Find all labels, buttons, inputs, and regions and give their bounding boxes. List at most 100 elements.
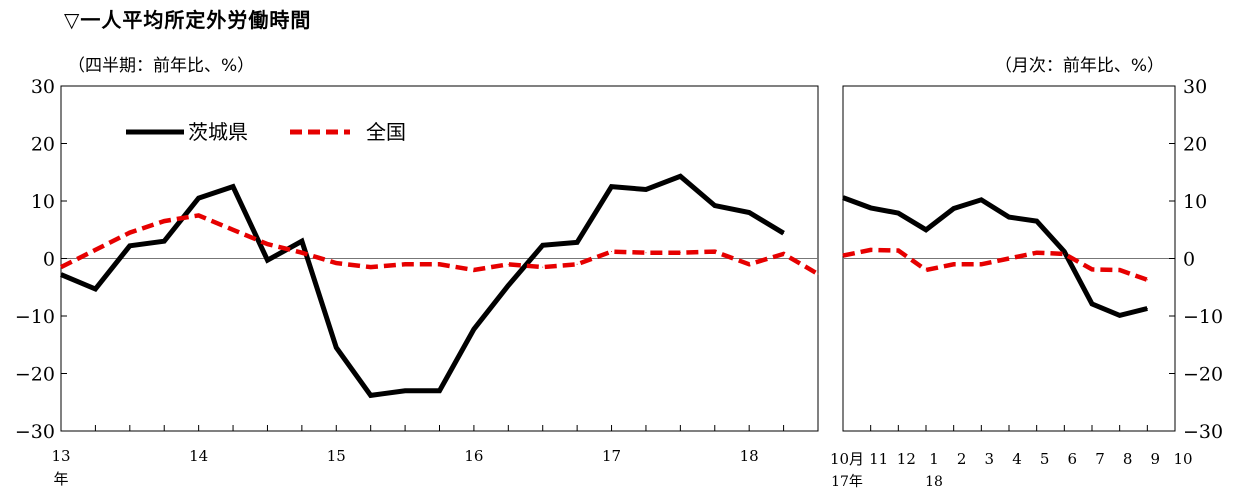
ibaraki-quarterly-point: [129, 245, 131, 247]
quarterly-y-tick-label: 20: [31, 134, 55, 156]
monthly-unit-label: （月次：前年比、%）: [995, 56, 1164, 76]
monthly-month-label: 3: [985, 450, 995, 468]
monthly-y-tick-label: 0: [1183, 249, 1195, 271]
national-quarterly-point: [335, 262, 337, 264]
ibaraki-monthly-point: [980, 199, 982, 201]
series-ibaraki-quarterly-line: [60, 173, 785, 399]
national-quarterly-point: [198, 214, 200, 216]
series-ibaraki-monthly-line: [842, 195, 1148, 319]
national-monthly-point: [842, 255, 844, 257]
quarterly-year-label: 17: [602, 447, 621, 465]
national-monthly-point: [870, 249, 872, 251]
quarterly-year-label: 15: [327, 447, 346, 465]
monthly-month-label: 8: [1123, 450, 1133, 468]
monthly-data-points: [842, 197, 1148, 316]
quarterly-y-tick-label: −10: [15, 306, 55, 328]
ibaraki-quarterly-point: [748, 212, 750, 213]
monthly-month-label: 7: [1095, 450, 1105, 468]
national-quarterly-point: [679, 252, 681, 254]
ibaraki-quarterly-point: [266, 259, 268, 261]
ibaraki-monthly-point: [953, 207, 955, 209]
ibaraki-monthly-point: [1036, 220, 1038, 222]
national-quarterly-point: [817, 273, 819, 275]
ibaraki-quarterly-point: [301, 240, 303, 242]
national-quarterly-point: [714, 251, 716, 253]
monthly-year-label: 18: [925, 474, 943, 490]
national-quarterly-point: [129, 232, 131, 234]
national-monthly-point: [925, 269, 927, 271]
ibaraki-monthly-point: [1063, 251, 1065, 253]
quarterly-panel: 30 20 10 0 −10 −20 −30 13 14 15 16 17 18 年 茨城県 全国: [15, 76, 820, 488]
quarterly-y-tick-label: 0: [43, 249, 55, 271]
legend: 茨城県 全国: [126, 120, 406, 144]
quarterly-year-label: 18: [740, 447, 759, 465]
monthly-year-label: 17年: [831, 474, 863, 490]
ibaraki-quarterly-point: [60, 274, 62, 276]
ibaraki-quarterly-point: [198, 197, 200, 199]
monthly-y-tick-label: 20: [1183, 134, 1207, 156]
series-national-quarterly-line: [59, 213, 820, 276]
national-monthly-point: [980, 263, 982, 265]
ibaraki-monthly-point: [842, 197, 844, 199]
legend-label-ibaraki: 茨城県: [188, 120, 248, 144]
series-national-monthly-line: [842, 247, 1149, 282]
national-quarterly-point: [783, 253, 785, 255]
page-title: ▽一人平均所定外労働時間: [64, 8, 312, 32]
ibaraki-quarterly-point: [163, 240, 165, 242]
monthly-month-label: 10: [1173, 450, 1192, 468]
monthly-month-label: 2: [957, 450, 967, 468]
monthly-y-tick-label: −10: [1183, 306, 1223, 328]
monthly-month-label: 4: [1012, 450, 1022, 468]
national-quarterly-point: [439, 263, 440, 265]
ibaraki-quarterly-point: [679, 175, 681, 177]
quarterly-year-suffix: 年: [53, 470, 68, 488]
national-monthly-point: [953, 263, 955, 265]
ibaraki-quarterly-point: [542, 244, 544, 246]
national-monthly-point: [1063, 253, 1065, 255]
monthly-month-label: 6: [1068, 450, 1078, 468]
ibaraki-quarterly-point: [335, 347, 337, 349]
monthly-y-tick-label: −30: [1183, 421, 1223, 443]
monthly-y-tick-label: 10: [1183, 191, 1207, 213]
quarterly-x-axis: 13 14 15 16 17 18 年: [51, 425, 819, 488]
ibaraki-quarterly-point: [370, 394, 372, 396]
monthly-y-tick-label: −20: [1183, 364, 1223, 386]
national-quarterly-point: [163, 220, 165, 222]
national-quarterly-point: [94, 249, 96, 251]
quarterly-year-label: 16: [464, 447, 483, 465]
national-monthly-point: [1008, 258, 1010, 259]
national-quarterly-point: [611, 251, 613, 253]
national-quarterly-point: [232, 229, 234, 231]
monthly-month-label: 11: [869, 450, 888, 468]
quarterly-y-tick-label: −20: [15, 364, 55, 386]
quarterly-y-tick-label: −30: [15, 421, 55, 443]
national-monthly-point: [1146, 279, 1148, 281]
national-quarterly-point: [370, 266, 372, 268]
quarterly-data-points: [60, 175, 819, 396]
national-quarterly-point: [507, 263, 509, 265]
ibaraki-quarterly-point: [439, 390, 440, 392]
ibaraki-monthly-point: [1008, 216, 1010, 218]
monthly-month-label: 5: [1040, 450, 1050, 468]
national-quarterly-point: [645, 252, 647, 254]
national-monthly-point: [1091, 268, 1093, 270]
ibaraki-quarterly-point: [611, 186, 613, 188]
national-monthly-point: [1119, 269, 1121, 271]
national-quarterly-point: [473, 269, 475, 271]
monthly-month-label: 10月: [830, 450, 864, 468]
ibaraki-monthly-point: [1091, 303, 1093, 305]
monthly-month-label: 9: [1151, 450, 1161, 468]
national-quarterly-point: [542, 266, 544, 268]
ibaraki-quarterly-point: [94, 288, 96, 290]
national-quarterly-point: [266, 243, 268, 245]
national-monthly-point: [897, 249, 899, 251]
quarterly-y-tick-label: 10: [31, 191, 55, 213]
quarterly-unit-label: （四半期：前年比、%）: [68, 56, 254, 76]
monthly-y-axis: 30 20 10 0 −10 −20 −30: [1169, 76, 1223, 443]
national-quarterly-point: [60, 266, 62, 268]
national-quarterly-point: [404, 263, 406, 265]
national-monthly-point: [1036, 252, 1038, 254]
